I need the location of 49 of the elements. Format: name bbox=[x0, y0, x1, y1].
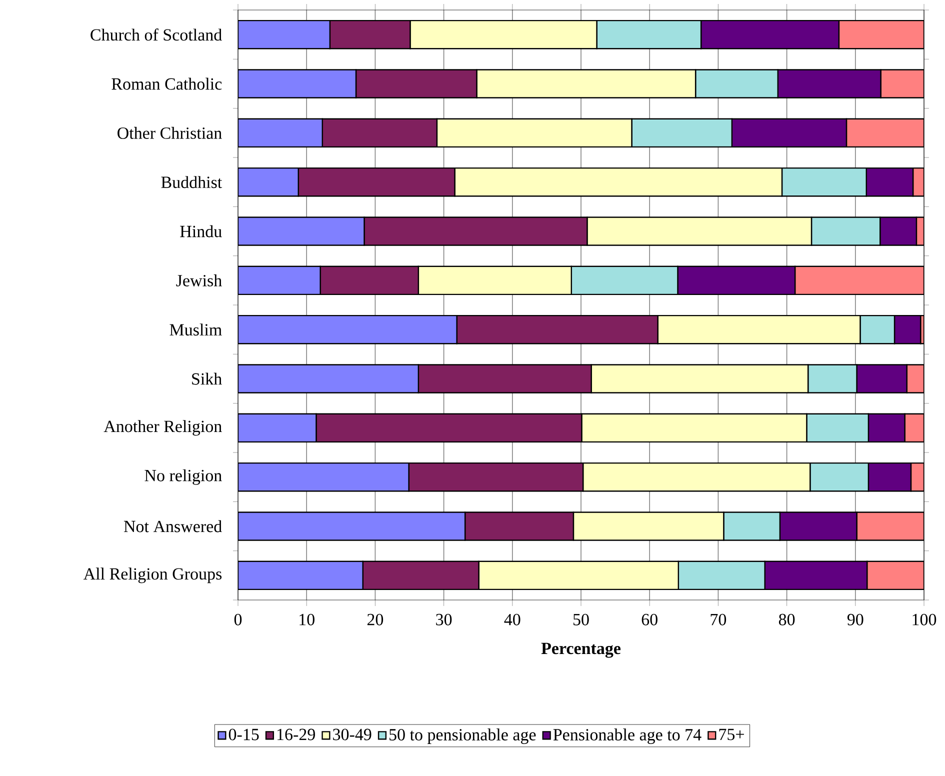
y-tick-label: Roman Catholic bbox=[112, 78, 222, 90]
bar bbox=[238, 69, 357, 98]
bar bbox=[846, 118, 924, 148]
y-tick-label: Another Religion bbox=[104, 420, 222, 436]
x-tick-label: 100 bbox=[912, 614, 936, 626]
bar bbox=[238, 462, 410, 492]
bar bbox=[238, 512, 466, 541]
y-tick-label: Jewish bbox=[176, 274, 222, 286]
bar bbox=[238, 314, 458, 344]
x-tick-label: 70 bbox=[710, 614, 726, 626]
bar bbox=[238, 560, 364, 590]
y-tick-label: All Religion Groups bbox=[83, 568, 222, 584]
bar bbox=[838, 20, 924, 50]
bar bbox=[238, 216, 365, 246]
bar bbox=[238, 364, 420, 394]
y-tick-label: Buddhist bbox=[161, 176, 222, 188]
x-tick-label: 50 bbox=[573, 614, 589, 626]
x-tick-label: 80 bbox=[778, 614, 795, 626]
x-tick-label: 20 bbox=[367, 614, 384, 626]
y-tick-label: Not Answered bbox=[124, 520, 222, 532]
x-tick-label: 60 bbox=[642, 614, 658, 626]
y-tick-label: Church of Scotland bbox=[90, 28, 222, 41]
x-tick-label: 30 bbox=[436, 614, 452, 626]
y-tick-label: Other Christian bbox=[118, 126, 222, 139]
y-tick-label: Sikh bbox=[192, 372, 222, 385]
bar bbox=[880, 69, 924, 98]
bar bbox=[856, 512, 924, 541]
bar bbox=[794, 266, 924, 296]
bar bbox=[904, 413, 924, 443]
legend-label: 0-15 bbox=[228, 728, 259, 740]
legend-label: 30-49 bbox=[333, 728, 372, 740]
legend-label: 50 to pensionable age bbox=[390, 728, 536, 744]
y-tick-label: No religion bbox=[144, 469, 222, 485]
x-tick-label: 40 bbox=[504, 614, 520, 626]
bar bbox=[238, 20, 331, 50]
x-tick-label: 10 bbox=[300, 614, 314, 626]
legend-label: 16-29 bbox=[278, 728, 315, 740]
bar bbox=[238, 413, 317, 443]
x-axis-title: Percentage bbox=[541, 642, 621, 658]
x-tick-label: 0 bbox=[234, 614, 242, 626]
legend-label: Pensionable age to 74 bbox=[553, 728, 702, 744]
bar bbox=[238, 118, 323, 148]
bar bbox=[238, 167, 299, 197]
bar bbox=[238, 266, 321, 296]
legend-label: 75+ bbox=[719, 728, 744, 740]
y-tick-label: Muslim bbox=[170, 324, 222, 336]
bar bbox=[866, 560, 924, 590]
y-tick-label: Hindu bbox=[180, 225, 222, 238]
x-tick-label: 90 bbox=[847, 614, 864, 626]
